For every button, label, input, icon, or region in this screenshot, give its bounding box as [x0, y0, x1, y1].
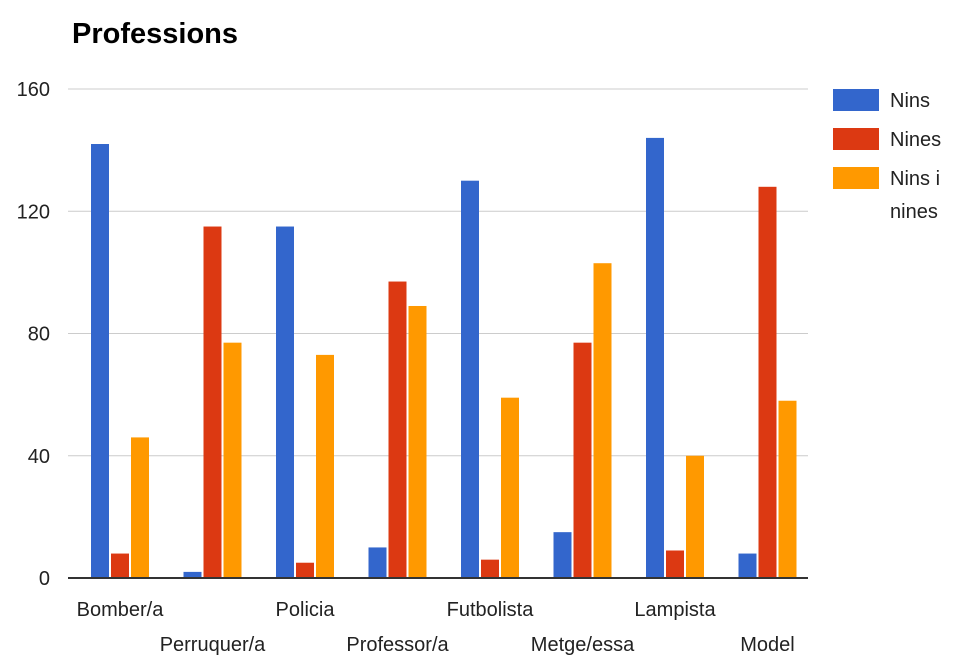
legend-item-nines: Nines [833, 128, 941, 151]
bar-nins-i-nines-metge-essa [593, 263, 612, 578]
legend-swatch [833, 89, 879, 111]
bar-nines-metge-essa [573, 342, 592, 578]
bar-nins-futbolista [461, 180, 479, 578]
y-tick-label: 160 [17, 79, 50, 101]
bar-nines-professor-a [388, 281, 407, 578]
bar-nins-i-nines-professor-a [408, 305, 427, 578]
x-category-label: Policia [276, 599, 336, 621]
bars [91, 137, 797, 579]
bar-nins-i-nines-policia [316, 354, 334, 578]
x-category-label: Bomber/a [77, 599, 165, 621]
legend-item-nins-i-nines: Nins i nines [833, 167, 940, 223]
bar-nins-i-nines-model [778, 400, 797, 578]
bar-nines-model [758, 186, 777, 579]
bar-nines-policia [296, 562, 314, 578]
bar-nines-lampista [666, 550, 684, 578]
legend-label: Nins [890, 90, 930, 112]
bar-nins-professor-a [368, 547, 387, 578]
x-category-label: Model [740, 634, 794, 656]
x-category-label: Professor/a [346, 634, 449, 656]
bar-nins-perruquer-a [183, 571, 202, 578]
gridlines [68, 88, 808, 457]
bar-nins-model [738, 553, 757, 578]
bar-nines-perruquer-a [203, 226, 222, 578]
x-category-label: Futbolista [447, 599, 535, 621]
bar-nins-i-nines-futbolista [501, 397, 519, 578]
legend-label: Nins i nines [890, 168, 940, 223]
bar-nins-i-nines-perruquer-a [223, 342, 242, 578]
bar-nins-lampista [646, 137, 664, 578]
y-tick-label: 40 [28, 446, 50, 468]
bar-nines-bomber-a [111, 553, 129, 578]
y-axis-tick-labels: 0 40 80 120 160 [17, 79, 50, 590]
legend-item-nins: Nins [833, 89, 930, 112]
legend: Nins Nines Nins i nines [833, 89, 941, 223]
y-tick-label: 120 [17, 201, 50, 223]
x-axis-category-labels: Bomber/a Perruquer/a Policia Professor/a Fut… [77, 599, 795, 656]
y-tick-label: 80 [28, 324, 50, 346]
legend-label: Nines [890, 129, 941, 151]
x-category-label: Metge/essa [531, 634, 635, 656]
bar-nines-futbolista [481, 559, 499, 578]
x-category-label: Lampista [634, 599, 716, 621]
bar-nins-i-nines-bomber-a [131, 437, 149, 578]
bar-nins-metge-essa [553, 532, 572, 578]
legend-swatch [833, 167, 879, 189]
y-tick-label: 0 [39, 568, 50, 590]
x-category-label: Perruquer/a [160, 634, 266, 656]
legend-swatch [833, 128, 879, 150]
bar-nins-bomber-a [91, 144, 109, 578]
bar-nins-i-nines-lampista [686, 455, 704, 578]
bar-nins-policia [276, 226, 294, 578]
chart-title: Professions [72, 18, 238, 50]
